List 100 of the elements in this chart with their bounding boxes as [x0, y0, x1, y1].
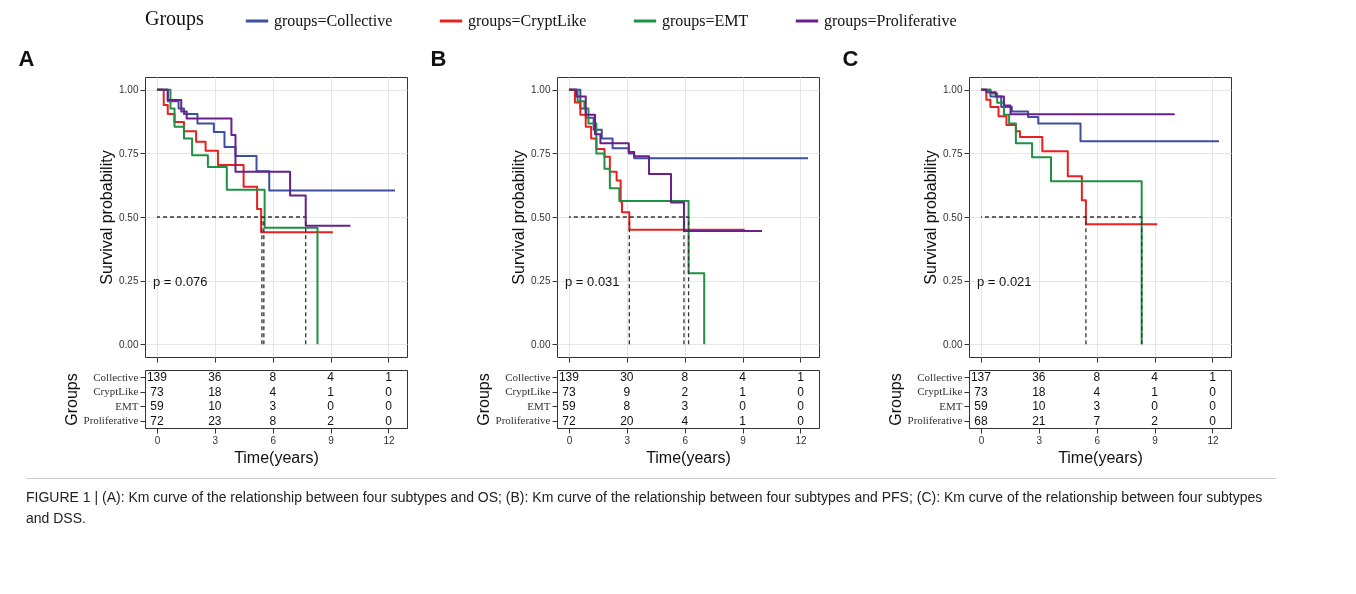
data-label: 0 [385, 413, 393, 428]
data-label: 7 [1093, 413, 1101, 428]
y-tick-label: CryptLike [505, 385, 551, 398]
annotation: p = 0.076 [153, 274, 208, 289]
y-tick-label: 0.25 [531, 275, 551, 287]
y-tick-label: Collective [93, 370, 139, 383]
data-label: 73 [974, 384, 988, 399]
y-tick-label: 0.25 [119, 275, 139, 287]
y-tick-label: 0.00 [943, 338, 963, 350]
data-label: 4 [739, 370, 747, 385]
x-tick-label: 6 [682, 434, 689, 446]
x-tick-label: 6 [1094, 434, 1101, 446]
legend-label: groups=Collective [274, 12, 393, 30]
data-label: 68 [974, 413, 988, 428]
y-tick-label: 1.00 [943, 84, 963, 96]
data-label: 4 [1093, 384, 1101, 399]
data-label: 2 [681, 384, 689, 399]
legend-label: groups=CryptLike [468, 12, 587, 30]
data-label: 73 [562, 384, 576, 399]
data-label: 8 [269, 370, 277, 385]
data-label: 4 [681, 413, 689, 428]
x-tick-label: 3 [1036, 434, 1043, 446]
data-label: 3 [269, 399, 277, 414]
y-tick-label: 0.00 [119, 338, 139, 350]
data-label: 8 [1093, 370, 1101, 385]
y-tick-label: 1.00 [531, 84, 551, 96]
data-label: 2 [1151, 413, 1159, 428]
x-tick-label: 3 [212, 434, 219, 446]
y-tick-label: 0.50 [531, 211, 551, 223]
legend-title: Groups [145, 7, 205, 30]
data-label: 1 [327, 384, 335, 399]
y-tick-label: 0.75 [531, 147, 551, 159]
data-label: 0 [1209, 413, 1217, 428]
data-label: 30 [620, 370, 634, 385]
data-label: 72 [150, 413, 164, 428]
x-axis-title: Time(years) [234, 448, 319, 466]
data-label: 137 [970, 370, 992, 385]
data-label: 8 [681, 370, 689, 385]
chart-title: C [842, 46, 859, 71]
data-label: 3 [1093, 399, 1101, 414]
data-label: 36 [208, 370, 222, 385]
y-tick-label: Proliferative [83, 414, 139, 427]
data-label: 18 [208, 384, 222, 399]
data-label: 139 [146, 370, 168, 385]
legend-label: groups=Proliferative [824, 12, 957, 30]
data-label: 59 [974, 399, 988, 414]
chart-title: B [430, 46, 447, 71]
y-tick-label: EMT [939, 399, 963, 412]
y-axis-title: Groups [886, 373, 904, 426]
x-axis-title: Time(years) [1058, 448, 1143, 466]
y-axis-title: Groups [474, 373, 492, 426]
data-label: 139 [558, 370, 580, 385]
y-axis-title: Survival probability [922, 150, 940, 285]
y-tick-label: CryptLike [917, 385, 963, 398]
data-label: 3 [681, 399, 689, 414]
y-tick-label: Proliferative [495, 414, 551, 427]
x-tick-label: 9 [1152, 434, 1159, 446]
y-tick-label: 0.00 [531, 338, 551, 350]
y-tick-label: 0.75 [119, 147, 139, 159]
data-label: 4 [327, 370, 335, 385]
data-label: 8 [623, 399, 631, 414]
y-axis-title: Groups [62, 373, 80, 426]
data-label: 0 [1209, 384, 1217, 399]
data-label: 9 [623, 384, 631, 399]
data-label: 4 [269, 384, 277, 399]
data-label: 0 [327, 399, 335, 414]
x-tick-label: 12 [1207, 434, 1219, 446]
data-label: 23 [208, 413, 222, 428]
data-label: 0 [1151, 399, 1159, 414]
data-label: 2 [327, 413, 335, 428]
data-label: 18 [1032, 384, 1046, 399]
y-axis-title: Survival probability [98, 150, 116, 285]
data-label: 1 [1151, 384, 1159, 399]
y-tick-label: Proliferative [907, 414, 963, 427]
y-tick-label: 0.50 [119, 211, 139, 223]
data-label: 1 [797, 370, 805, 385]
data-label: 1 [739, 384, 747, 399]
data-label: 10 [208, 399, 222, 414]
data-label: 59 [562, 399, 576, 414]
data-label: 0 [385, 384, 393, 399]
legend-label: groups=EMT [662, 12, 749, 30]
data-label: 0 [797, 399, 805, 414]
y-tick-label: Collective [917, 370, 963, 383]
x-tick-label: 12 [383, 434, 395, 446]
data-label: 10 [1032, 399, 1046, 414]
x-tick-label: 9 [328, 434, 335, 446]
x-tick-label: 3 [624, 434, 631, 446]
data-label: 0 [797, 384, 805, 399]
x-tick-label: 12 [795, 434, 807, 446]
x-tick-label: 6 [270, 434, 277, 446]
y-tick-label: EMT [527, 399, 551, 412]
data-label: 0 [797, 413, 805, 428]
data-label: 1 [1209, 370, 1217, 385]
y-tick-label: 0.25 [943, 275, 963, 287]
data-label: 36 [1032, 370, 1046, 385]
data-label: 21 [1032, 413, 1046, 428]
y-tick-label: Collective [505, 370, 551, 383]
data-label: 1 [739, 413, 747, 428]
y-tick-label: EMT [115, 399, 139, 412]
data-label: 73 [150, 384, 164, 399]
